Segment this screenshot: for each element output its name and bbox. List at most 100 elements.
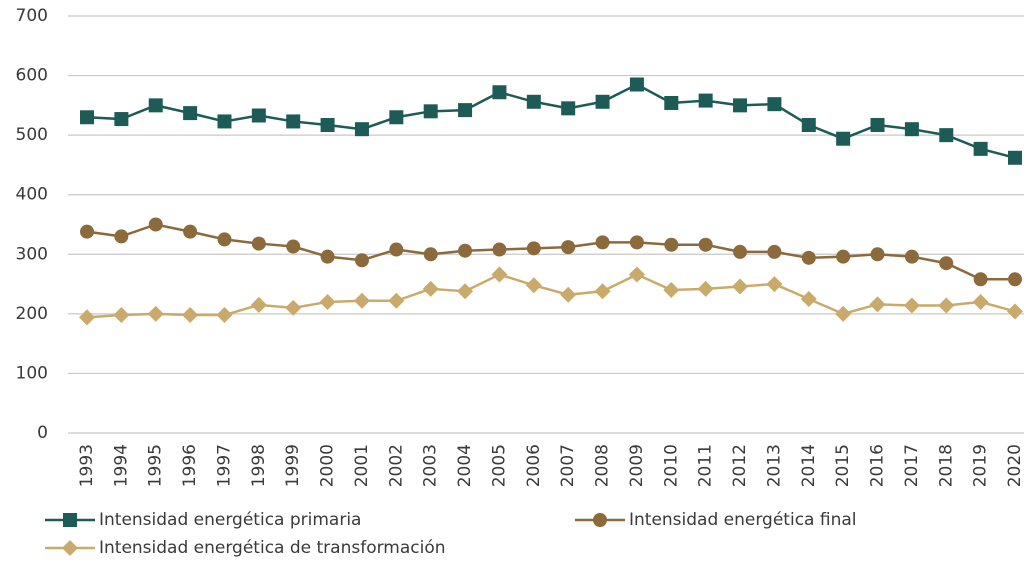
y-tick-label: 700 — [16, 6, 48, 26]
point-marker — [800, 290, 817, 307]
point-marker — [217, 114, 232, 129]
point-marker — [801, 250, 816, 265]
point-marker — [422, 280, 439, 297]
x-tick-label: 1999 — [283, 444, 303, 487]
point-marker — [904, 122, 919, 137]
x-tick-label: 2018 — [936, 444, 956, 487]
point-marker — [148, 98, 163, 113]
point-marker — [526, 241, 541, 256]
point-marker — [458, 243, 473, 258]
point-marker — [182, 307, 199, 324]
point-marker — [389, 242, 404, 257]
point-marker — [663, 282, 680, 299]
point-marker — [698, 237, 713, 252]
point-marker — [320, 118, 335, 133]
point-marker — [423, 104, 438, 119]
x-tick-label: 2015 — [833, 444, 853, 487]
point-marker — [664, 237, 679, 252]
x-tick-label: 2011 — [696, 444, 716, 487]
y-tick-label: 500 — [16, 125, 48, 145]
point-marker — [835, 305, 852, 322]
point-marker — [973, 272, 988, 287]
point-marker — [457, 283, 474, 300]
point-marker — [148, 217, 163, 232]
point-marker — [285, 299, 302, 316]
point-marker — [389, 110, 404, 125]
point-marker — [1008, 272, 1022, 287]
point-marker — [767, 97, 782, 112]
point-marker — [80, 110, 94, 125]
point-marker — [1007, 303, 1023, 320]
point-marker — [629, 77, 644, 92]
point-marker — [492, 85, 507, 100]
point-marker — [869, 296, 886, 313]
x-tick-label: 1998 — [249, 444, 269, 487]
point-marker — [697, 280, 714, 297]
point-marker — [560, 286, 577, 303]
point-marker — [286, 114, 301, 129]
point-marker — [114, 112, 129, 127]
legend-label: Intensidad energética final — [629, 510, 856, 530]
point-marker — [733, 98, 748, 113]
legend-marker — [63, 513, 77, 527]
point-marker — [353, 292, 370, 309]
x-tick-label: 1995 — [146, 444, 166, 487]
point-marker — [870, 247, 885, 262]
y-tick-label: 600 — [16, 66, 48, 86]
x-tick-label: 1996 — [180, 444, 200, 487]
point-marker — [354, 253, 369, 268]
point-marker — [594, 283, 611, 300]
point-marker — [870, 118, 885, 133]
point-marker — [595, 235, 610, 250]
y-tick-label: 400 — [16, 185, 48, 205]
x-tick-label: 2010 — [661, 444, 681, 487]
point-marker — [79, 309, 95, 326]
x-tick-label: 2002 — [386, 444, 406, 487]
point-marker — [732, 278, 749, 295]
point-marker — [628, 266, 645, 283]
x-tick-label: 1997 — [214, 444, 234, 487]
point-marker — [113, 307, 130, 324]
point-marker — [973, 141, 988, 156]
point-marker — [319, 293, 336, 310]
point-marker — [561, 240, 576, 255]
point-marker — [458, 103, 473, 118]
point-marker — [664, 95, 679, 110]
point-marker — [733, 244, 748, 259]
point-marker — [939, 128, 954, 143]
x-tick-label: 2004 — [455, 444, 475, 487]
x-tick-label: 2016 — [868, 444, 888, 487]
x-tick-label: 2017 — [902, 444, 922, 487]
point-marker — [903, 297, 920, 314]
y-tick-label: 200 — [16, 304, 48, 324]
point-marker — [114, 229, 129, 244]
y-tick-label: 0 — [37, 423, 48, 443]
point-marker — [183, 224, 198, 239]
point-marker — [320, 249, 335, 264]
x-tick-label: 2001 — [352, 444, 372, 487]
point-marker — [492, 242, 507, 257]
series-line — [86, 223, 1015, 281]
x-tick-label: 2000 — [318, 444, 338, 487]
x-tick-label: 2005 — [489, 444, 509, 487]
point-marker — [216, 307, 233, 324]
point-marker — [80, 224, 94, 239]
point-marker — [698, 93, 713, 108]
point-marker — [836, 131, 851, 146]
x-tick-label: 2007 — [558, 444, 578, 487]
point-marker — [939, 256, 954, 271]
point-marker — [250, 296, 267, 313]
point-marker — [629, 235, 644, 250]
point-marker — [525, 277, 542, 294]
x-tick-label: 2003 — [421, 444, 441, 487]
point-marker — [595, 94, 610, 109]
point-marker — [526, 94, 541, 109]
x-tick-label: 2013 — [764, 444, 784, 487]
x-tick-label: 1993 — [77, 444, 97, 487]
point-marker — [183, 106, 198, 121]
point-marker — [147, 305, 164, 322]
point-marker — [388, 292, 405, 309]
point-marker — [767, 244, 782, 259]
series-line — [86, 273, 1016, 319]
